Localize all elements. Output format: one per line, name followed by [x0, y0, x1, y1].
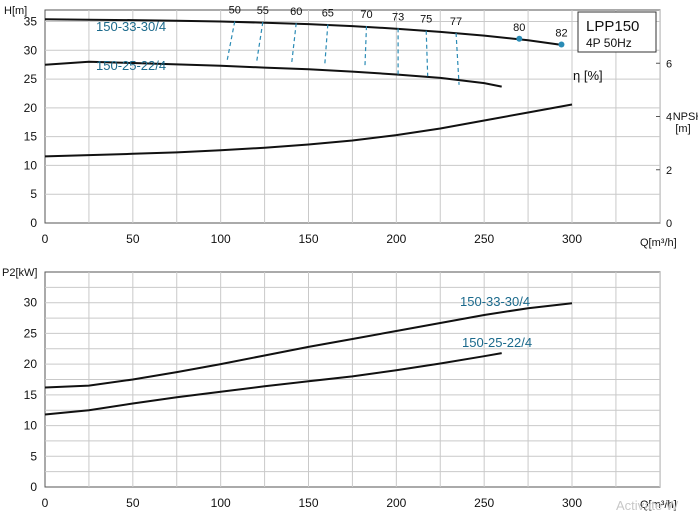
- efficiency-label-80: 80: [513, 22, 525, 34]
- efficiency-point-80: [516, 35, 523, 42]
- bottom-x-tick-label: 250: [474, 496, 494, 510]
- top-y-tick-label: 30: [24, 43, 38, 57]
- power-curve-150-25-22-4: [44, 352, 502, 416]
- bottom-x-tick-label: 300: [562, 496, 582, 510]
- bottom-x-tick-label: 200: [386, 496, 406, 510]
- top-y-tick-label: 20: [24, 101, 38, 115]
- top-x-tick-label: 150: [298, 232, 318, 246]
- efficiency-label-82: 82: [555, 28, 567, 40]
- efficiency-axis-label: η [%]: [573, 68, 603, 83]
- bottom-x-tick-label: 0: [42, 496, 49, 510]
- watermark-text: Activate W: [616, 498, 679, 513]
- curve-npsh: [44, 103, 573, 158]
- top-y-tick-label: 35: [24, 15, 38, 29]
- top-x-tick-label: 200: [386, 232, 406, 246]
- top-x-tick-label: 100: [211, 232, 231, 246]
- npsh-axis-unit: [m]: [675, 123, 690, 135]
- top-y-tick-label: 5: [30, 187, 37, 201]
- bottom-y-tick-label: 15: [24, 388, 38, 402]
- efficiency-isoline-60: [291, 23, 297, 64]
- npsh-tick-label: 0: [666, 218, 672, 230]
- bottom-y-tick-label: 5: [30, 449, 37, 463]
- efficiency-isoline-70: [364, 26, 368, 66]
- bottom-y-tick-label: 25: [24, 326, 38, 340]
- efficiency-label-75: 75: [420, 14, 432, 26]
- top-y-tick-label: 10: [24, 158, 38, 172]
- label-150-25-22-4: 150-25-22/4: [96, 58, 166, 73]
- bottom-x-axis-label: Q[m³/h]: [640, 499, 677, 511]
- top-y-axis-label: H[m]: [4, 5, 27, 17]
- efficiency-label-70: 70: [360, 9, 372, 21]
- npsh-axis-label: NPSH: [673, 111, 698, 123]
- efficiency-isoline-65: [324, 24, 329, 65]
- efficiency-label-60: 60: [290, 6, 302, 18]
- efficiency-label-73: 73: [392, 11, 404, 23]
- model-subtitle: 4P 50Hz: [586, 36, 632, 50]
- top-x-tick-label: 0: [42, 232, 49, 246]
- efficiency-isoline-55: [256, 21, 264, 61]
- efficiency-isoline-75: [425, 30, 429, 77]
- npsh-tick-label: 6: [666, 58, 672, 70]
- top-y-tick-label: 15: [24, 130, 38, 144]
- bottom-y-tick-label: 30: [24, 296, 38, 310]
- top-y-tick-label: 25: [24, 72, 38, 86]
- efficiency-label-65: 65: [322, 7, 334, 19]
- top-x-axis-label: Q[m³/h]: [640, 237, 677, 249]
- efficiency-point-82: [558, 41, 565, 48]
- curve-150-25-22-4: [44, 60, 502, 88]
- top-x-tick-label: 300: [562, 232, 582, 246]
- model-box: [577, 11, 657, 53]
- power-label-150-33-30-4: 150-33-30/4: [460, 294, 530, 309]
- bottom-x-tick-label: 150: [298, 496, 318, 510]
- efficiency-label-50: 50: [229, 5, 241, 17]
- power-curve-150-33-30-4: [44, 302, 573, 389]
- bottom-y-axis-label: P2[kW]: [2, 267, 37, 279]
- npsh-tick-label: 2: [666, 165, 672, 177]
- power-label-150-25-22-4: 150-25-22/4: [462, 335, 532, 350]
- npsh-tick-label: 4: [666, 112, 672, 124]
- bottom-x-tick-label: 100: [211, 496, 231, 510]
- bottom-y-tick-label: 20: [24, 357, 38, 371]
- curve-150-33-30-4: [44, 18, 564, 47]
- top-x-tick-label: 250: [474, 232, 494, 246]
- efficiency-label-77: 77: [450, 16, 462, 28]
- efficiency-label-55: 55: [257, 5, 269, 17]
- label-150-33-30-4: 150-33-30/4: [96, 19, 166, 34]
- top-y-tick-label: 0: [30, 216, 37, 230]
- bottom-y-tick-label: 0: [30, 480, 37, 494]
- bottom-y-tick-label: 10: [24, 419, 38, 433]
- bottom-x-tick-label: 50: [126, 496, 140, 510]
- efficiency-isoline-77: [455, 32, 460, 85]
- top-x-tick-label: 50: [126, 232, 140, 246]
- efficiency-isoline-50: [226, 21, 236, 61]
- model-title: LPP150: [586, 18, 639, 35]
